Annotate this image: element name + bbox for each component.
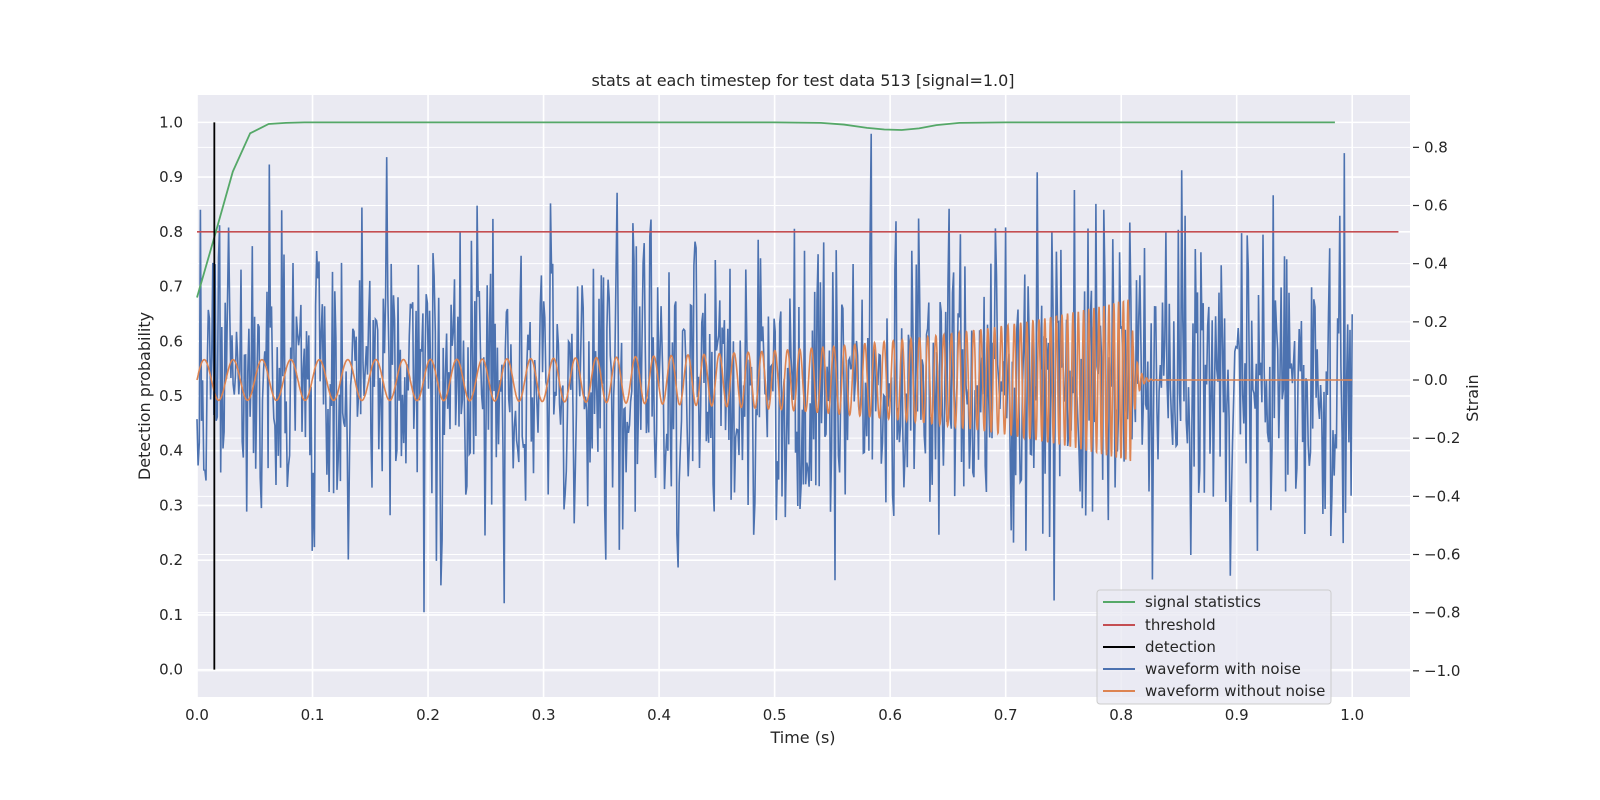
x-tick-label: 0.3 (532, 706, 556, 724)
series-waveform-without-noise (196, 299, 1353, 462)
legend-label-waveform-without-noise: waveform without noise (1145, 682, 1325, 700)
y2-tick-label: 0.4 (1424, 255, 1448, 273)
y2-tick-label: 0.2 (1424, 313, 1448, 331)
y2-tick-label: −0.2 (1424, 429, 1460, 447)
y-tick-label: 0.7 (159, 278, 183, 296)
x-tick-label: 0.9 (1225, 706, 1249, 724)
legend-label-detection: detection (1145, 638, 1216, 656)
y2-tick-label: −0.6 (1424, 545, 1460, 563)
y2-tick-label: −0.8 (1424, 604, 1460, 622)
legend-label-signal-statistics: signal statistics (1145, 593, 1261, 611)
y-tick-label: 1.0 (159, 113, 183, 131)
x-tick-label: 1.0 (1340, 706, 1364, 724)
x-tick-label: 0.0 (185, 706, 209, 724)
x-axis-label: Time (s) (769, 728, 835, 747)
y2-axis-label: Strain (1463, 374, 1482, 421)
x-tick-label: 0.5 (763, 706, 787, 724)
y-tick-label: 0.4 (159, 442, 183, 460)
y-tick-label: 0.1 (159, 606, 183, 624)
y-tick-label: 0.6 (159, 332, 183, 350)
y-axis-label: Detection probability (135, 312, 154, 480)
y2-tick-label: 0.0 (1424, 371, 1448, 389)
y-tick-label: 0.8 (159, 223, 183, 241)
y-tick-label: 0.2 (159, 551, 183, 569)
y2-tick-label: 0.8 (1424, 138, 1448, 156)
y2-ticks: −1.0 −0.8 −0.6 −0.4 −0.2 0.0 0.2 0.4 0.6 0.8 (1413, 138, 1460, 680)
legend-label-waveform-with-noise: waveform with noise (1145, 660, 1301, 678)
y-tick-label: 0.0 (159, 661, 183, 679)
legend-box (1096, 589, 1332, 705)
x-tick-label: 0.1 (301, 706, 325, 724)
y-tick-label: 0.5 (159, 387, 183, 405)
y-ticks: 0.0 0.1 0.2 0.3 0.4 0.5 0.6 0.7 0.8 0.9 1.0 (159, 113, 183, 678)
y2-tick-label: 0.6 (1424, 197, 1448, 215)
x-ticks: 0.0 0.1 0.2 0.3 0.4 0.5 0.6 0.7 0.8 0.9 1.0 (185, 706, 1364, 724)
x-tick-label: 0.6 (878, 706, 902, 724)
legend-label-threshold: threshold (1145, 616, 1216, 634)
series-waveform-with-noise (196, 133, 1353, 613)
y2-tick-label: −1.0 (1424, 662, 1460, 680)
series-signal-statistics (196, 121, 1335, 298)
x-tick-label: 0.8 (1109, 706, 1133, 724)
x-tick-label: 0.4 (647, 706, 671, 724)
series-layer (196, 121, 1399, 670)
x-tick-label: 0.2 (416, 706, 440, 724)
y-tick-label: 0.9 (159, 168, 183, 186)
chart-title: stats at each timestep for test data 513… (591, 71, 1014, 90)
legend: signal statistics threshold detection wa… (1096, 589, 1332, 705)
x-tick-label: 0.7 (994, 706, 1018, 724)
y2-tick-label: −0.4 (1424, 487, 1460, 505)
y-tick-label: 0.3 (159, 496, 183, 514)
